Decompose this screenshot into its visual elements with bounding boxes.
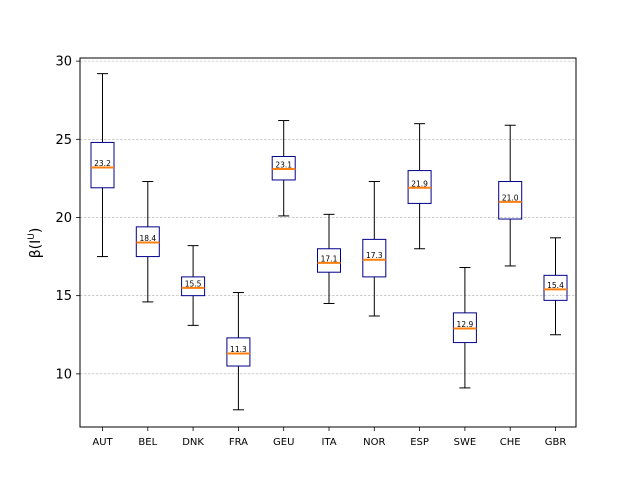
median-label: 17.1 <box>321 254 338 263</box>
x-tick-label: GBR <box>545 437 567 448</box>
box-che: 21.0 <box>498 124 523 267</box>
iqr-box <box>498 181 523 220</box>
iqr-box <box>362 238 387 278</box>
x-tick-label: ITA <box>321 437 336 448</box>
y-tick-label: 30 <box>55 55 72 70</box>
median-label: 18.4 <box>139 234 156 243</box>
box-bel: 18.4 <box>135 181 160 303</box>
x-tick-label: NOR <box>363 437 385 448</box>
x-tick-label: BEL <box>138 437 157 448</box>
x-axis-ticks: AUT BEL DNK FRA GEU ITA NOR ESP SWE CHE GBR <box>92 427 566 448</box>
y-tick-label: 10 <box>55 367 72 382</box>
box-ita: 17.1 <box>317 213 341 304</box>
box-fra: 11.3 <box>226 292 251 411</box>
boxes-layer: 23.2 18.4 15.5 11.3 23.1 17.1 17.3 21.9 12.9 21.0… <box>90 73 568 411</box>
y-axis-label: β(IU) <box>27 228 44 259</box>
iqr-box <box>317 248 341 273</box>
y-axis-ticks: 10 15 20 25 30 <box>55 55 80 382</box>
y-axis-label-main: β(I <box>28 240 44 259</box>
x-tick-label: FRA <box>229 437 248 448</box>
median-label: 21.0 <box>502 193 519 202</box>
x-tick-label: AUT <box>92 437 113 448</box>
iqr-box <box>226 337 251 367</box>
y-tick-label: 20 <box>55 211 72 226</box>
plot-area-frame <box>79 57 577 428</box>
median-label: 12.9 <box>457 320 474 329</box>
box-geu: 23.1 <box>271 120 296 217</box>
x-tick-label: CHE <box>500 437 521 448</box>
median-label: 11.3 <box>230 345 247 354</box>
median-label: 15.5 <box>185 279 202 288</box>
y-tick-label: 25 <box>55 133 72 148</box>
x-tick-label: DNK <box>182 437 204 448</box>
box-gbr: 15.4 <box>543 237 568 336</box>
box-esp: 21.9 <box>407 123 432 250</box>
median-label: 17.3 <box>366 251 383 260</box>
x-tick-label: SWE <box>454 437 477 448</box>
box-aut: 23.2 <box>90 73 115 258</box>
median-label: 21.9 <box>411 179 428 188</box>
box-nor: 17.3 <box>362 181 387 317</box>
grid-lines <box>80 60 576 375</box>
median-label: 15.4 <box>547 281 564 290</box>
y-tick-label: 15 <box>55 289 72 304</box>
iqr-box <box>543 274 568 301</box>
median-label: 23.2 <box>94 159 111 168</box>
x-tick-label: ESP <box>410 437 429 448</box>
box-dnk: 15.5 <box>181 245 206 326</box>
iqr-box <box>90 141 115 189</box>
iqr-box <box>181 276 206 297</box>
x-tick-label: GEU <box>273 437 294 448</box>
box-swe: 12.9 <box>452 267 477 389</box>
y-axis-label-close: ) <box>28 228 44 233</box>
y-axis-label-superscript: U <box>27 233 37 240</box>
median-label: 23.1 <box>275 161 292 170</box>
